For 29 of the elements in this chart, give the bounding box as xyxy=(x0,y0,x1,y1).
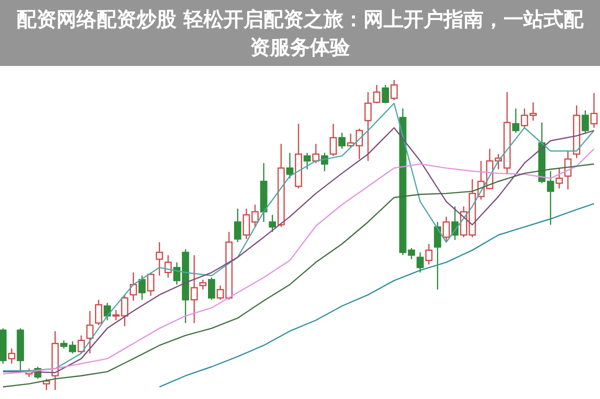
candlestick xyxy=(104,302,111,321)
candlestick xyxy=(138,275,146,300)
candlestick xyxy=(330,123,337,157)
candlestick xyxy=(234,208,242,243)
candlestick xyxy=(590,92,598,128)
candlestick xyxy=(382,84,390,104)
candlestick xyxy=(95,299,102,326)
candlestick xyxy=(268,214,276,232)
candlestick xyxy=(147,272,154,296)
candlestick xyxy=(556,167,563,190)
candlestick xyxy=(156,242,164,276)
candlestick xyxy=(416,252,424,274)
candlestick xyxy=(304,152,311,170)
candlestick xyxy=(208,276,216,300)
candlestick xyxy=(8,348,16,364)
chart-title: 配资网络配资炒股 轻松开启配资之旅：网上开户指南，一站式配资服务体验 xyxy=(16,7,584,59)
candlestick xyxy=(434,221,442,290)
candlestick xyxy=(338,132,346,150)
candlestick xyxy=(286,152,294,179)
candlestick xyxy=(390,79,398,101)
candlestick xyxy=(130,272,137,302)
candlestick xyxy=(442,216,450,243)
candlestick xyxy=(582,110,589,134)
candlestick xyxy=(190,254,198,324)
candlestick xyxy=(86,310,94,354)
candlestick xyxy=(512,108,520,134)
candlestick xyxy=(199,279,206,290)
candlestick xyxy=(78,334,85,354)
candlestick xyxy=(425,243,432,266)
